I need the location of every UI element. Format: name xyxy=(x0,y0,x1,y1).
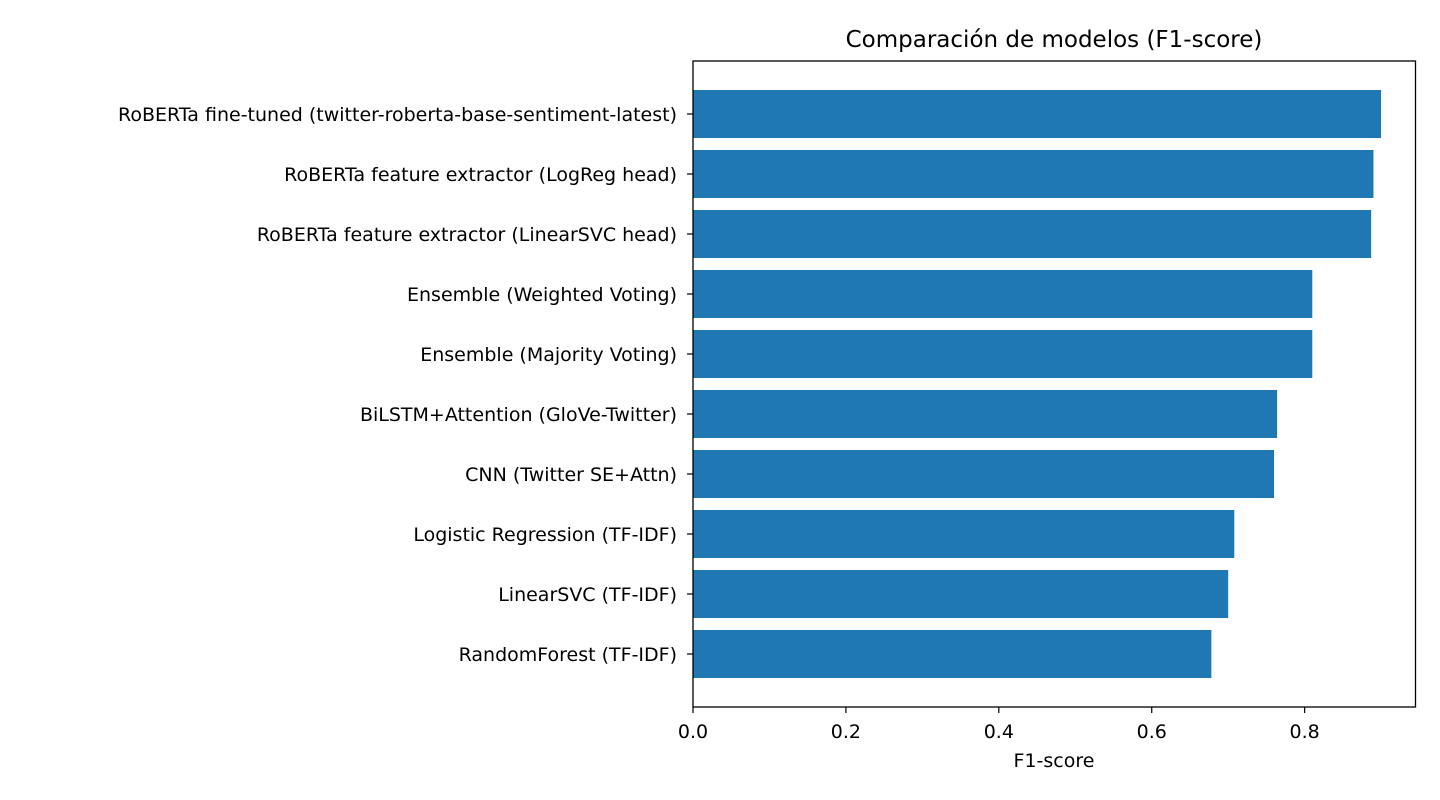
bar xyxy=(693,510,1235,558)
bar xyxy=(693,450,1275,498)
bar xyxy=(693,390,1278,438)
bars-group xyxy=(693,90,1382,678)
category-label: CNN (Twitter SE+Attn) xyxy=(465,464,677,486)
bar xyxy=(693,570,1229,618)
x-tick-label: 0.6 xyxy=(1137,721,1167,743)
category-labels-group: RoBERTa fine-tuned (twitter-roberta-base… xyxy=(118,104,693,666)
category-label: RoBERTa fine-tuned (twitter-roberta-base… xyxy=(118,104,677,126)
x-tick-label: 0.2 xyxy=(831,721,861,743)
bar xyxy=(693,630,1212,678)
category-label: BiLSTM+Attention (GloVe-Twitter) xyxy=(360,404,677,426)
plot-frame xyxy=(692,60,1417,708)
bar xyxy=(693,90,1382,138)
x-tick-label: 0.0 xyxy=(678,721,708,743)
category-label: Ensemble (Majority Voting) xyxy=(420,344,677,366)
category-label: RoBERTa feature extractor (LogReg head) xyxy=(284,164,677,186)
category-label: LinearSVC (TF-IDF) xyxy=(498,584,677,606)
x-axis-label: F1-score xyxy=(1014,750,1095,772)
x-tick-label: 0.8 xyxy=(1290,721,1320,743)
x-tick-label: 0.4 xyxy=(984,721,1014,743)
bar xyxy=(693,150,1374,198)
category-label: Ensemble (Weighted Voting) xyxy=(407,284,677,306)
chart-title: Comparación de modelos (F1-score) xyxy=(846,27,1263,53)
bar xyxy=(693,270,1313,318)
bar xyxy=(693,210,1372,258)
category-label: RandomForest (TF-IDF) xyxy=(459,644,677,666)
x-ticks-group: 0.0 0.2 0.4 0.6 0.8 xyxy=(678,707,1320,743)
category-label: RoBERTa feature extractor (LinearSVC hea… xyxy=(257,224,677,246)
category-label: Logistic Regression (TF-IDF) xyxy=(413,524,677,546)
bar xyxy=(693,330,1313,378)
